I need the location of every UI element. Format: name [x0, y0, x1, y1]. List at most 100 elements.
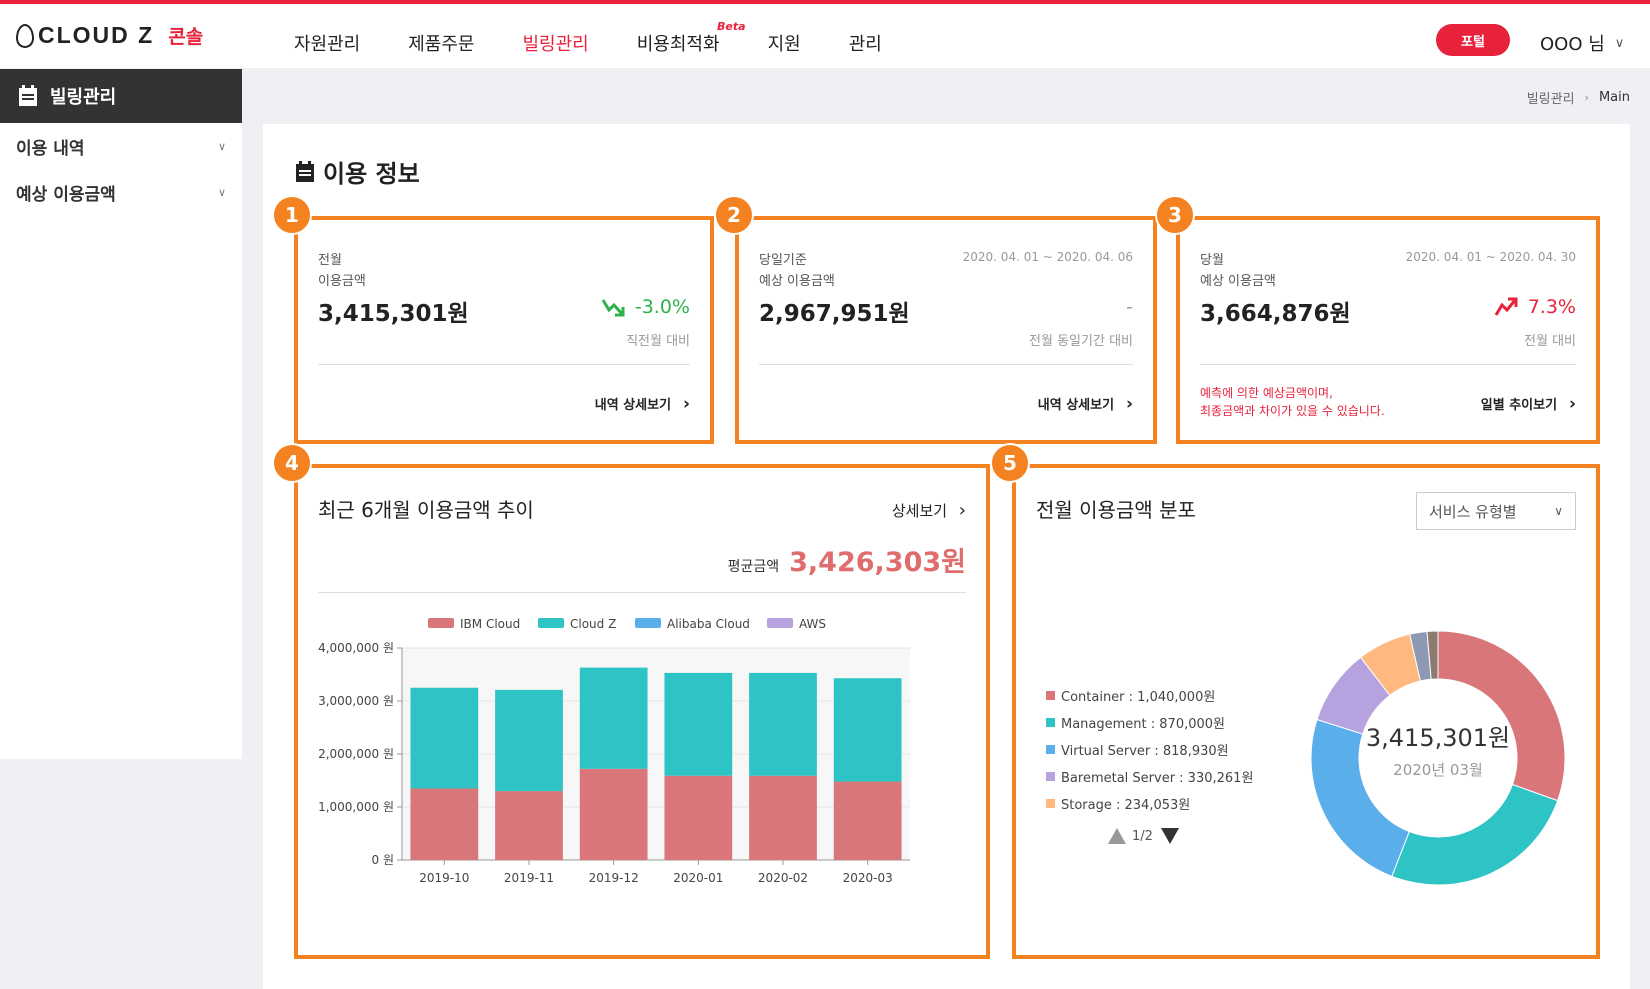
brand-name: CLOUD Z: [38, 22, 155, 48]
legend-label: Storage : 234,053원: [1061, 798, 1191, 813]
bar-segment: [833, 678, 902, 782]
bar-segment: [833, 781, 902, 860]
y-tick-label: 0 원: [372, 853, 395, 867]
change-indicator: -3.0%: [601, 296, 690, 318]
card-label-line2: 예상 이용금액: [1200, 274, 1276, 289]
legend-pager: 1/2: [1108, 828, 1179, 844]
divider: [318, 364, 690, 365]
sidebar-item-usage-history[interactable]: 이용 내역 ∨: [0, 123, 242, 169]
legend-swatch: [767, 618, 793, 628]
calendar-icon: [296, 160, 314, 182]
donut-period: 2020년 03월: [1393, 761, 1483, 779]
legend-swatch: [1046, 718, 1055, 727]
nav-cost-optimization-label: 비용최적화: [636, 34, 720, 55]
last-month-usage-card: 전월 이용금액 3,415,301원 -3.0% 직전월 대비 내역 상세보기: [294, 216, 714, 444]
distribution-panel: 전월 이용금액 분포 서비스 유형별 ∨ Container : 1,040,0…: [1012, 464, 1600, 959]
chevron-down-icon: ∨: [1554, 504, 1563, 518]
average-value: 3,426,303원: [789, 547, 966, 578]
bar-segment: [579, 667, 648, 769]
pager-next-icon[interactable]: [1160, 828, 1179, 844]
today-expected-card: 당일기준 예상 이용금액 2020. 04. 01 ~ 2020. 04. 06…: [735, 216, 1157, 444]
period-range: 2020. 04. 01 ~ 2020. 04. 06: [962, 250, 1133, 264]
portal-button[interactable]: 포털: [1436, 24, 1510, 56]
bar-segment: [495, 791, 563, 860]
legend-label: Alibaba Cloud: [667, 617, 750, 631]
legend-label: Baremetal Server : 330,261원: [1061, 771, 1254, 786]
beta-tag: Beta: [717, 20, 746, 33]
donut-slice: [1391, 783, 1559, 886]
card-amount: 3,415,301원: [318, 301, 469, 327]
top-navigation-bar: CLOUD Z 콘솔 자원관리 제품주문 빌링관리 비용최적화 Beta 지원 관…: [0, 0, 1650, 68]
chevron-down-icon: ∨: [217, 185, 226, 199]
trend-up-icon: [1494, 297, 1518, 316]
breadcrumb-parent[interactable]: 빌링관리: [1526, 92, 1575, 107]
daily-trend-link[interactable]: 일별 추이보기: [1481, 394, 1576, 414]
x-tick-label: 2019-12: [589, 871, 639, 885]
detail-link[interactable]: 상세보기: [892, 500, 966, 521]
change-value: 7.3%: [1527, 296, 1576, 318]
period-range: 2020. 04. 01 ~ 2020. 04. 30: [1405, 250, 1576, 264]
nav-resource-management[interactable]: 자원관리: [294, 34, 361, 55]
step-badge-4: 4: [272, 443, 312, 483]
select-value: 서비스 유형별: [1429, 502, 1517, 521]
sidebar-item-label: 이용 내역: [16, 138, 85, 159]
card-amount: 3,664,876원: [1200, 301, 1351, 327]
step-badge-5: 5: [990, 443, 1030, 483]
nav-billing-management[interactable]: 빌링관리: [522, 34, 589, 55]
six-month-trend-panel: 최근 6개월 이용금액 추이 상세보기 평균금액 3,426,303원 IBM …: [294, 464, 990, 959]
x-tick-label: 2020-03: [843, 871, 893, 885]
chevron-down-icon: ∨: [1614, 35, 1625, 51]
donut-chart: [1310, 630, 1566, 886]
detail-link[interactable]: 내역 상세보기: [595, 394, 690, 414]
sidebar-title: 빌링관리: [50, 87, 117, 108]
legend-swatch: [428, 618, 454, 628]
card-label: 당월 예상 이용금액: [1200, 250, 1276, 292]
cloudz-logo[interactable]: CLOUD Z 콘솔: [16, 22, 203, 49]
pager-prev-icon[interactable]: [1108, 828, 1126, 844]
bar-segment: [410, 788, 479, 860]
x-tick-label: 2020-01: [673, 871, 723, 885]
console-label: 콘솔: [168, 26, 204, 48]
service-type-select[interactable]: 서비스 유형별 ∨: [1416, 492, 1576, 530]
legend-item: Management : 870,000원: [1046, 709, 1253, 736]
donut-center-label: 3,415,301원 2020년 03월: [1338, 718, 1538, 780]
x-tick-label: 2019-10: [419, 871, 469, 885]
sidebar: 빌링관리 이용 내역 ∨ 예상 이용금액 ∨: [0, 69, 242, 759]
legend-item: Baremetal Server : 330,261원: [1046, 763, 1253, 790]
legend-label: Management : 870,000원: [1061, 717, 1225, 732]
section-title-text: 이용 정보: [323, 160, 420, 188]
bar-segment: [664, 775, 733, 860]
user-menu[interactable]: OOO 님 ∨: [1540, 30, 1624, 56]
donut-slice: [1437, 630, 1566, 802]
nav-cost-optimization[interactable]: 비용최적화 Beta: [636, 20, 746, 56]
bar-segment: [495, 689, 563, 792]
legend-item: Virtual Server : 818,930원: [1046, 736, 1253, 763]
average-label: 평균금액: [727, 559, 780, 575]
detail-link[interactable]: 내역 상세보기: [1038, 394, 1133, 414]
bar-segment: [579, 768, 648, 860]
distribution-legend: Container : 1,040,000원 Management : 870,…: [1046, 682, 1253, 817]
user-name: OOO 님: [1540, 34, 1605, 55]
card-label-line1: 전월: [318, 253, 342, 268]
forecast-notice: 예측에 의한 예상금액이며, 최종금액과 차이가 있을 수 있습니다.: [1200, 384, 1385, 420]
divider: [759, 364, 1133, 365]
card-label-line1: 당월: [1200, 253, 1224, 268]
sidebar-item-expected-amount[interactable]: 예상 이용금액 ∨: [0, 169, 242, 215]
section-title: 이용 정보: [295, 154, 420, 189]
legend-swatch: [1046, 691, 1055, 700]
notice-line1: 예측에 의한 예상금액이며,: [1200, 386, 1333, 400]
legend-swatch: [1046, 745, 1055, 754]
comparison-label: 전월 동일기간 대비: [1029, 334, 1133, 349]
nav-admin[interactable]: 관리: [848, 34, 882, 55]
nav-support[interactable]: 지원: [767, 34, 801, 55]
change-value: -3.0%: [634, 296, 690, 318]
donut-total: 3,415,301원: [1365, 724, 1511, 752]
legend-label: AWS: [799, 617, 826, 631]
card-label-line2: 이용금액: [318, 274, 366, 289]
card-label-line1: 당일기준: [759, 253, 807, 268]
panel-title: 전월 이용금액 분포: [1036, 498, 1196, 522]
card-label: 당일기준 예상 이용금액: [759, 250, 835, 292]
comparison-label: 직전월 대비: [626, 334, 690, 349]
divider: [318, 592, 966, 593]
nav-product-order[interactable]: 제품주문: [408, 34, 475, 55]
